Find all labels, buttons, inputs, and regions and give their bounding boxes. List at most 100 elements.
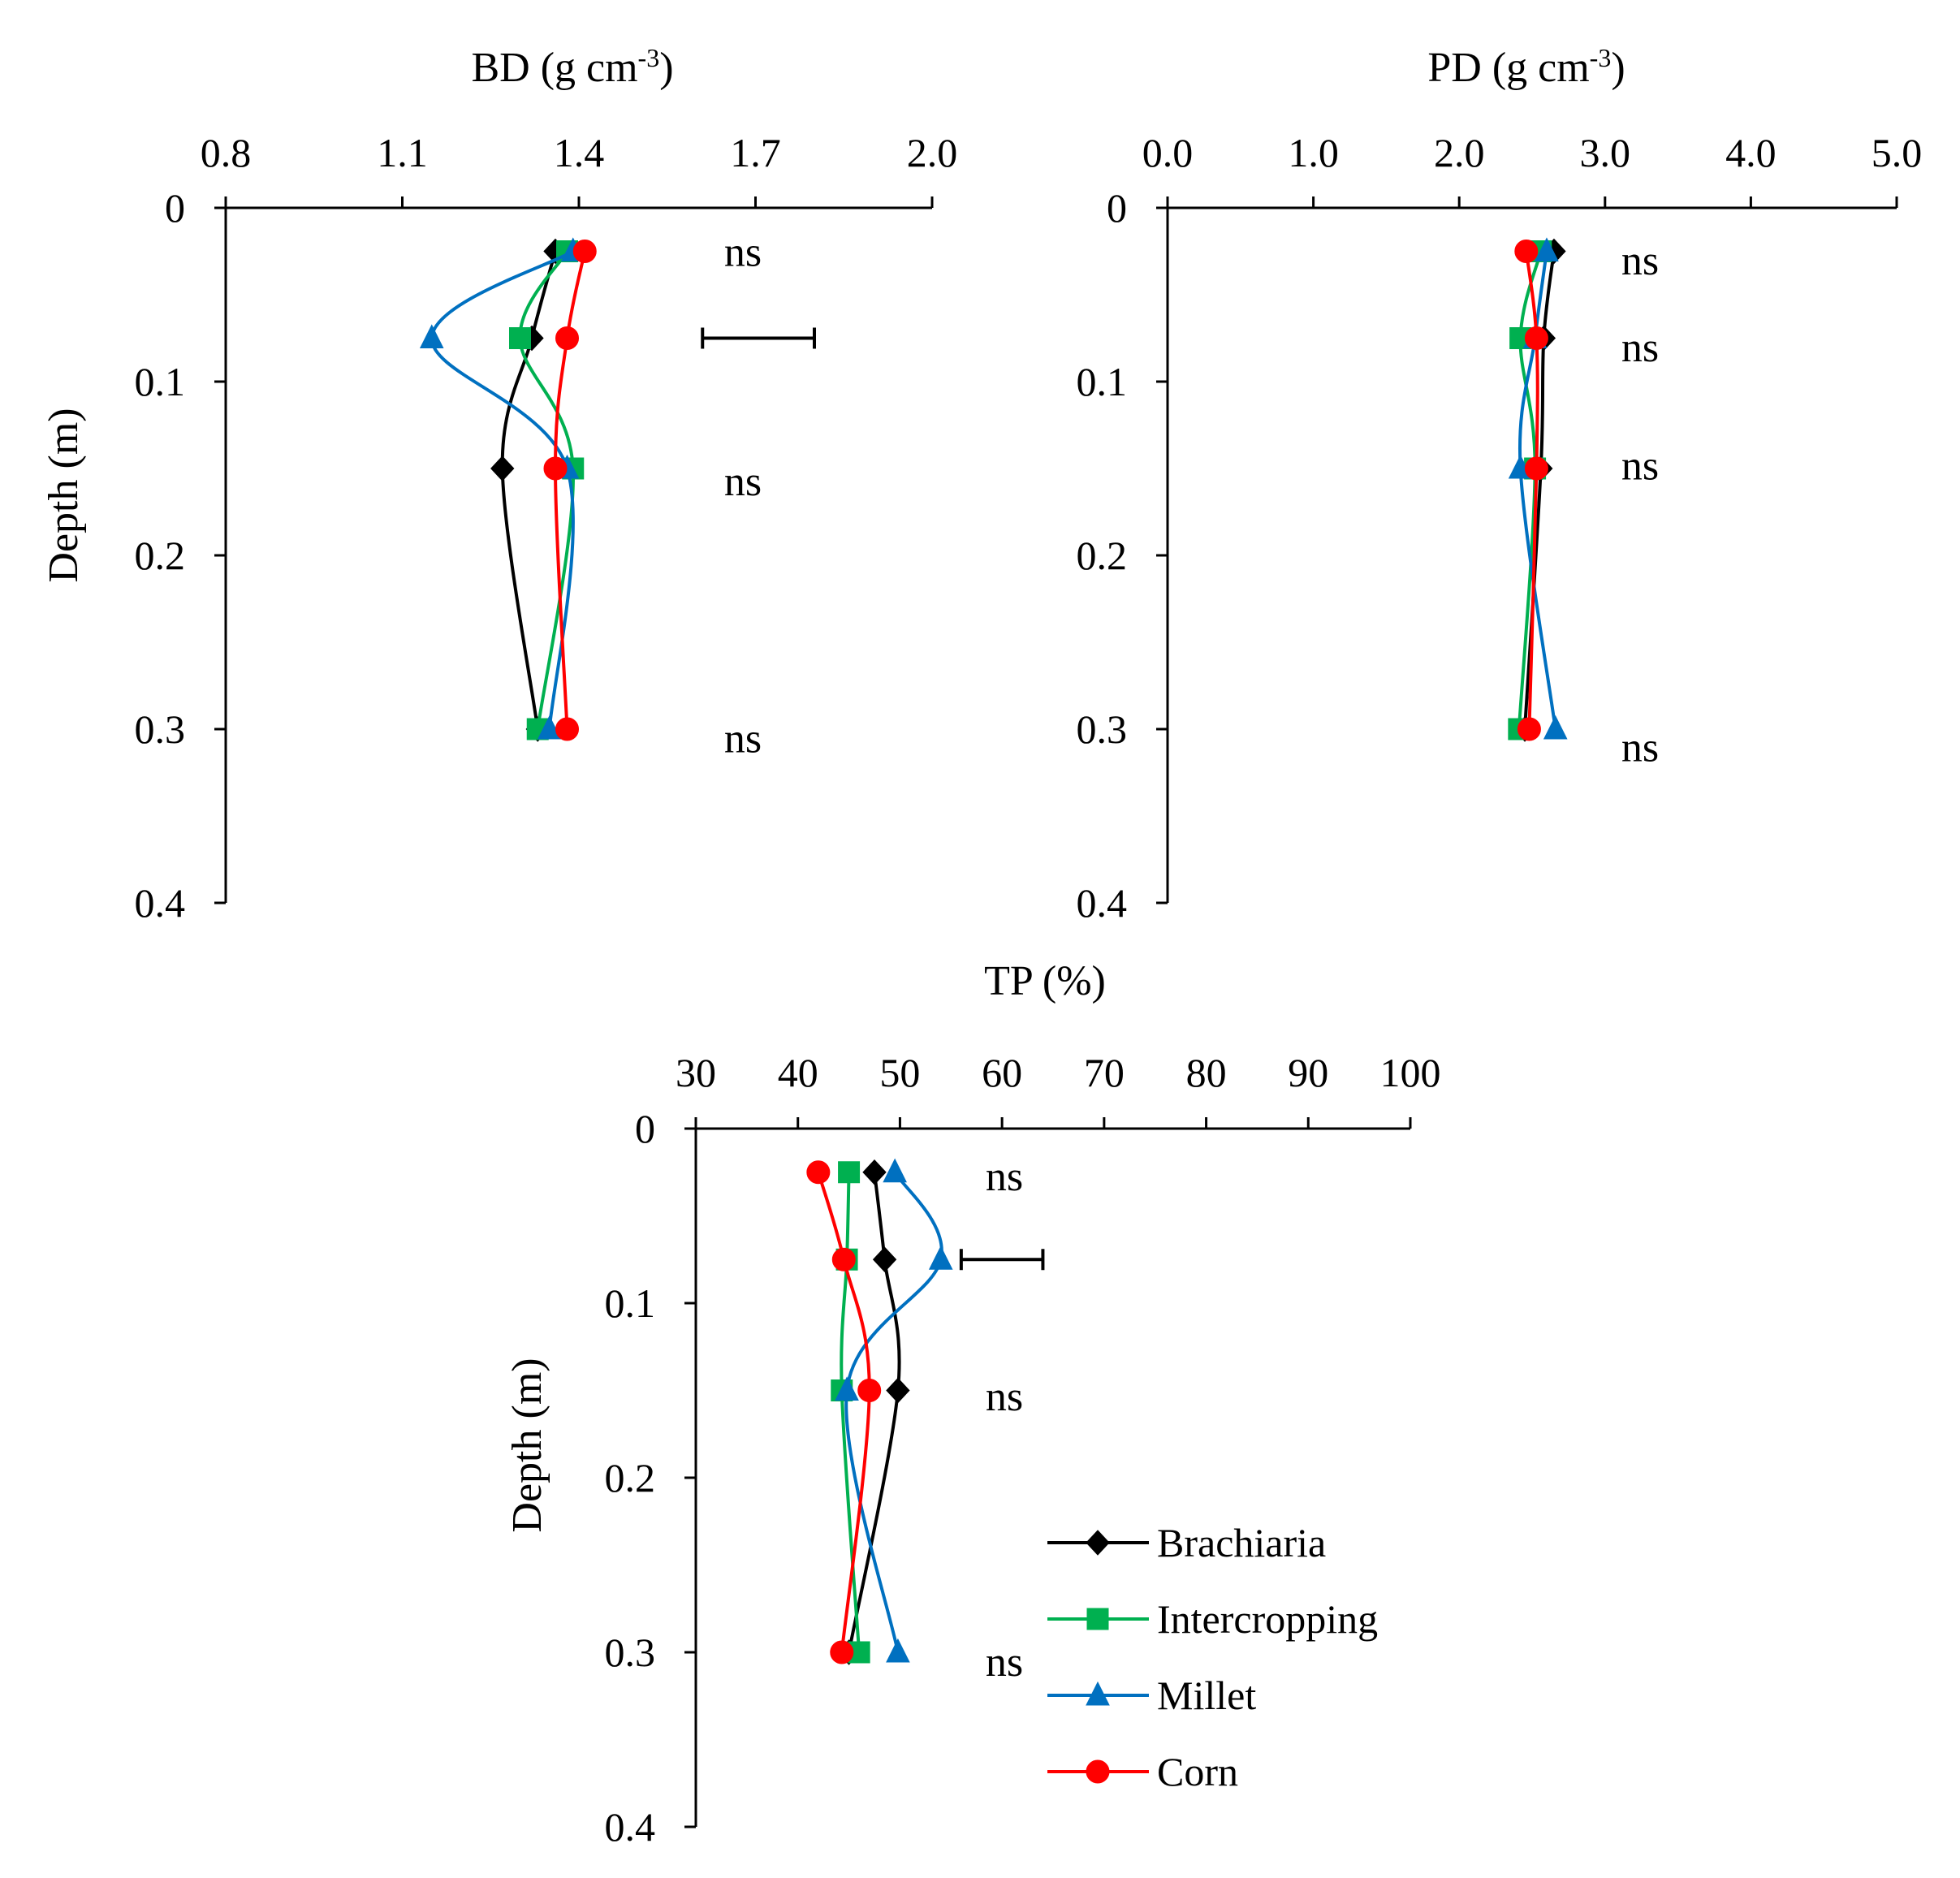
x-axis-title: PD (g cm-3) (1427, 43, 1625, 91)
legend-marker (1086, 1530, 1110, 1556)
data-point-corn (543, 456, 568, 481)
y-tick-label: 0.1 (135, 359, 186, 404)
x-tick-label: 100 (1380, 1050, 1441, 1095)
y-tick-label: 0.1 (605, 1280, 656, 1326)
data-point-corn (555, 326, 579, 350)
significance-label: ns (1621, 443, 1659, 490)
legend-item-brachiaria: Brachiaria (1047, 1520, 1326, 1565)
legend-label: Corn (1157, 1749, 1238, 1794)
legend: Brachiaria Intercropping Millet Corn (1047, 1520, 1378, 1794)
y-tick-label: 0.3 (1077, 706, 1128, 752)
legend-marker (1086, 1608, 1109, 1630)
y-tick-label: 0.4 (605, 1804, 656, 1850)
x-tick-label: 50 (879, 1050, 920, 1095)
x-tick-label: 40 (778, 1050, 818, 1095)
significance-label: ns (1621, 325, 1659, 371)
significance-label: ns (986, 1639, 1023, 1686)
data-point-millet (835, 1376, 859, 1401)
y-tick-label: 0 (1107, 185, 1127, 231)
lsd-error-bar (701, 327, 816, 349)
x-tick-label: 1.1 (377, 130, 428, 175)
y-tick-label: 0.2 (1077, 533, 1128, 578)
data-point-brachiaria (872, 1246, 897, 1272)
legend-label: Millet (1157, 1673, 1256, 1718)
y-tick-label: 0.2 (605, 1455, 656, 1500)
data-point-millet (537, 715, 562, 740)
significance-label: ns (986, 1374, 1023, 1420)
panel-pd: PD (g cm-3) 0.0 1.0 2.0 3.0 4.0 5.0 0 0.1 0.2 0.3 0… (1077, 43, 1923, 926)
legend-label: Intercropping (1157, 1596, 1378, 1642)
x-axis-title: BD (g cm-3) (471, 43, 673, 91)
series-line-corn (816, 1172, 871, 1653)
series-line-brachiaria (1523, 251, 1556, 730)
panel-tp: TP (%) 30 40 50 60 70 80 90 100 0 0.1 0.2 0.3 0.4 Dept… (504, 958, 1441, 1850)
y-tick-label: 0 (165, 185, 185, 231)
significance-label: ns (986, 1154, 1023, 1200)
data-point-brachiaria (862, 1159, 887, 1185)
series-line-millet (1518, 251, 1557, 730)
y-tick-label: 0.4 (135, 880, 186, 926)
x-tick-label: 3.0 (1580, 130, 1631, 175)
significance-label: ns (1621, 238, 1659, 284)
legend-item-intercropping: Intercropping (1047, 1596, 1378, 1642)
data-point-intercropping (509, 327, 531, 349)
significance-label: ns (724, 230, 762, 276)
legend-marker (1086, 1681, 1110, 1706)
legend-label: Brachiaria (1157, 1520, 1326, 1565)
x-tick-label: 0.0 (1142, 130, 1194, 175)
y-tick-label: 0.4 (1077, 880, 1128, 926)
y-tick-label: 0.3 (605, 1630, 656, 1675)
data-point-intercropping (838, 1161, 861, 1184)
data-point-corn (1514, 240, 1539, 263)
data-point-corn (572, 240, 597, 263)
y-tick-label: 0 (635, 1106, 655, 1151)
x-tick-label: 2.0 (1434, 130, 1485, 175)
x-tick-label: 1.4 (554, 130, 605, 175)
legend-item-millet: Millet (1047, 1673, 1256, 1718)
data-point-corn (831, 1247, 856, 1271)
y-tick-label: 0.1 (1077, 359, 1128, 404)
significance-label: ns (724, 459, 762, 505)
data-point-brachiaria (886, 1377, 910, 1404)
x-tick-label: 1.0 (1288, 130, 1339, 175)
legend-item-corn: Corn (1047, 1749, 1238, 1794)
data-point-corn (1517, 717, 1541, 741)
series-line-intercropping (518, 250, 575, 730)
significance-label: ns (724, 716, 762, 762)
x-tick-label: 1.7 (730, 130, 781, 175)
data-point-corn (857, 1379, 882, 1402)
x-axis-title: TP (%) (984, 958, 1106, 1004)
y-tick-label: 0.3 (135, 706, 186, 752)
data-point-millet (1535, 237, 1559, 261)
y-tick-label: 0.2 (135, 533, 186, 578)
data-point-millet (886, 1638, 910, 1663)
data-point-corn (555, 717, 579, 741)
x-tick-label: 60 (982, 1050, 1022, 1095)
x-tick-label: 80 (1186, 1050, 1227, 1095)
x-tick-label: 90 (1288, 1050, 1328, 1095)
x-tick-label: 4.0 (1725, 130, 1777, 175)
x-tick-label: 70 (1084, 1050, 1125, 1095)
data-point-millet (1543, 715, 1568, 740)
series-line-corn (553, 251, 587, 730)
significance-label: ns (1621, 724, 1659, 771)
x-tick-label: 0.8 (201, 130, 252, 175)
data-point-corn (830, 1640, 854, 1664)
series-line-brachiaria (500, 250, 557, 730)
x-tick-label: 30 (676, 1050, 716, 1095)
data-point-brachiaria (490, 455, 515, 481)
y-axis-title: Depth (m) (41, 408, 87, 582)
panel-bd: BD (g cm-3) 0.8 1.1 1.4 1.7 2.0 0 0.1 0.2 0.3 0.4 D… (41, 43, 957, 926)
series-line-intercropping (1517, 251, 1543, 730)
x-tick-label: 5.0 (1871, 130, 1923, 175)
series-line-corn (1524, 251, 1539, 730)
series-line-brachiaria (847, 1172, 901, 1653)
data-point-millet (883, 1158, 907, 1183)
x-tick-label: 2.0 (907, 130, 958, 175)
lsd-error-bar (959, 1249, 1045, 1271)
y-axis-title: Depth (m) (504, 1358, 550, 1532)
data-point-corn (806, 1160, 831, 1185)
data-point-millet (419, 324, 444, 348)
data-point-corn (1524, 456, 1548, 481)
